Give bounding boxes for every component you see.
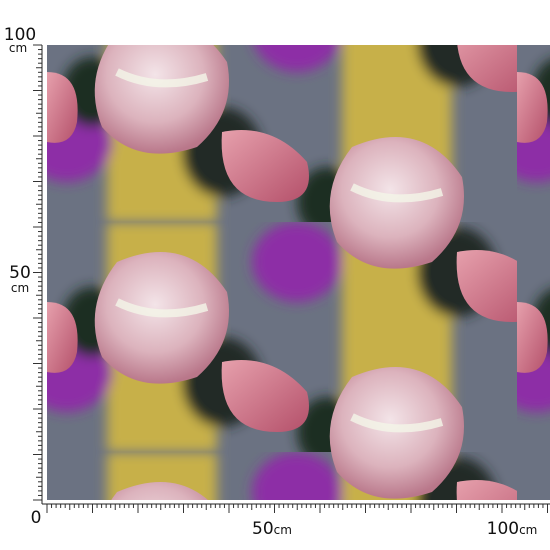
ruler-number: 50 <box>252 519 274 539</box>
ruler-label: 50cm <box>252 519 292 539</box>
ruler-label: 50 <box>9 263 31 283</box>
ruler-ticks <box>33 44 548 513</box>
ruler-unit: cm <box>274 523 292 537</box>
ruler-unit: cm <box>11 281 29 295</box>
ruler-unit: cm <box>519 523 537 537</box>
ruler-unit: cm <box>9 41 27 55</box>
ruler-label: 100cm <box>487 519 538 539</box>
ruler-label: 100 <box>4 25 36 45</box>
ruler-label: 0 <box>31 508 42 528</box>
ruler-number: 100 <box>487 519 519 539</box>
fabric-pattern <box>47 45 550 500</box>
